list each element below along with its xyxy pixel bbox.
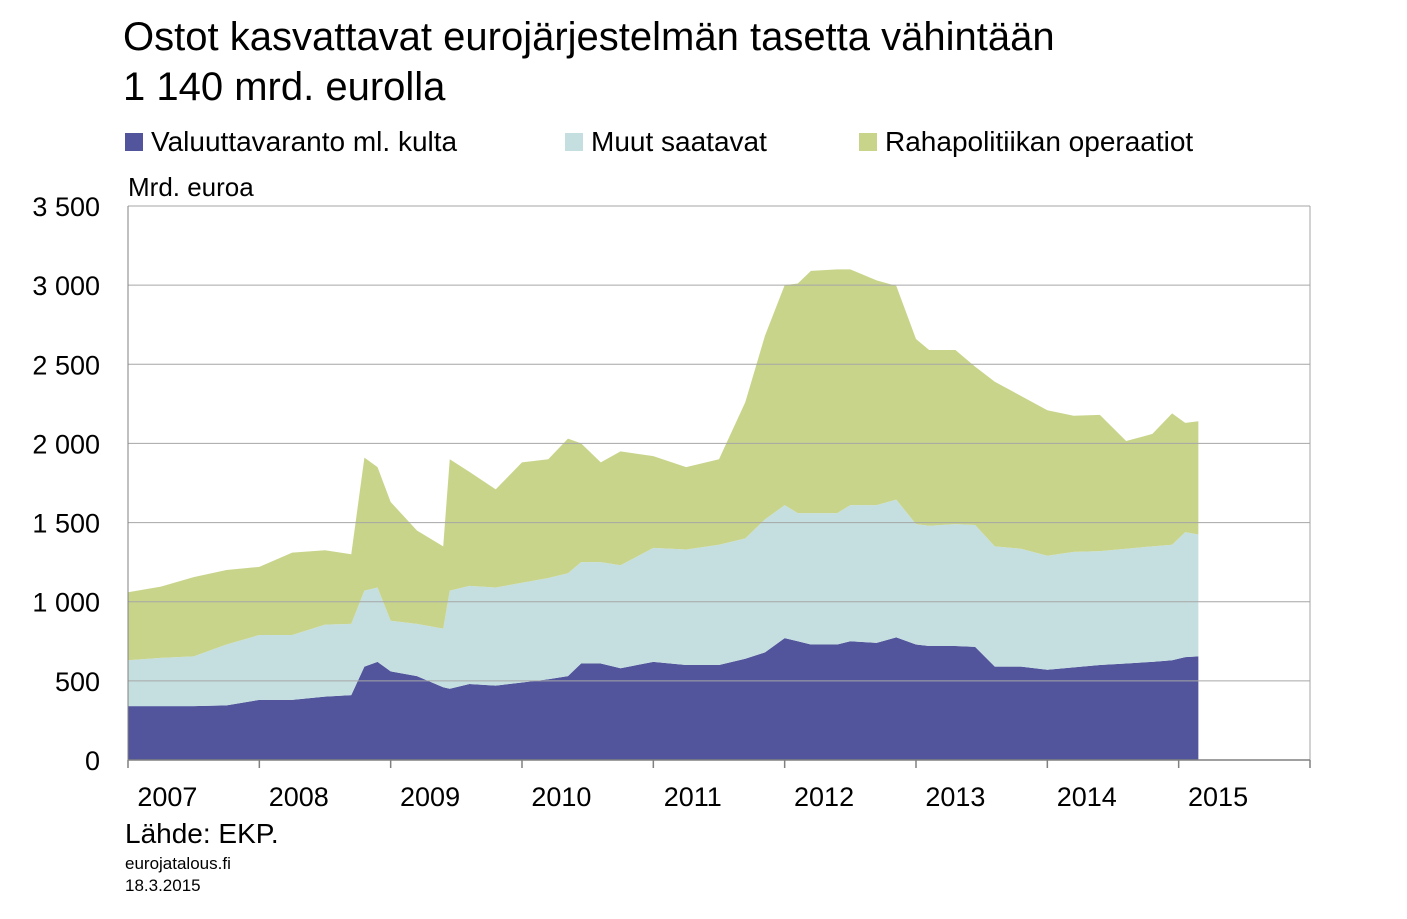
- area-monetary-operations: [128, 269, 1199, 661]
- x-tick-label: 2010: [531, 782, 591, 812]
- chart-legend: Valuuttavaranto ml. kulta Muut saatavat …: [123, 122, 1383, 162]
- x-tick-label: 2009: [400, 782, 460, 812]
- x-tick-label: 2008: [269, 782, 329, 812]
- legend-swatch-other-claims: [565, 133, 583, 151]
- source-label: Lähde: EKP.: [125, 818, 279, 849]
- y-tick-label: 3 500: [32, 192, 100, 222]
- legend-label-reserves: Valuuttavaranto ml. kulta: [151, 126, 458, 157]
- date-label: 18.3.2015: [125, 876, 201, 895]
- legend-label-monetary-operations: Rahapolitiikan operaatiot: [885, 126, 1194, 157]
- y-axis-unit-label: Mrd. euroa: [128, 172, 254, 202]
- area-other-claims: [128, 499, 1199, 707]
- chart-title: Ostot kasvattavat eurojärjestelmän taset…: [123, 12, 1323, 112]
- site-label: eurojatalous.fi: [125, 854, 231, 873]
- x-tick-label: 2015: [1188, 782, 1248, 812]
- x-tick-label: 2007: [137, 782, 197, 812]
- legend-item-reserves: Valuuttavaranto ml. kulta: [125, 122, 457, 162]
- legend-item-monetary-operations: Rahapolitiikan operaatiot: [859, 122, 1193, 162]
- x-tick-label: 2014: [1057, 782, 1117, 812]
- legend-swatch-reserves: [125, 133, 143, 151]
- y-tick-label: 3 000: [32, 271, 100, 301]
- legend-swatch-monetary-operations: [859, 133, 877, 151]
- y-tick-label: 2 000: [32, 429, 100, 459]
- area-reserves: [128, 637, 1199, 760]
- y-tick-label: 1 000: [32, 588, 100, 618]
- chart-title-line-2: 1 140 mrd. eurolla: [123, 65, 446, 109]
- x-tick-label: 2012: [794, 782, 854, 812]
- chart-title-line-1: Ostot kasvattavat eurojärjestelmän taset…: [123, 15, 1055, 59]
- legend-label-other-claims: Muut saatavat: [591, 126, 767, 157]
- x-tick-label: 2011: [664, 782, 722, 812]
- y-tick-label: 2 500: [32, 350, 100, 380]
- y-tick-label: 0: [85, 746, 100, 776]
- x-tick-label: 2013: [925, 782, 985, 812]
- y-tick-label: 500: [55, 667, 100, 697]
- legend-item-other-claims: Muut saatavat: [565, 122, 767, 162]
- y-tick-label: 1 500: [32, 509, 100, 539]
